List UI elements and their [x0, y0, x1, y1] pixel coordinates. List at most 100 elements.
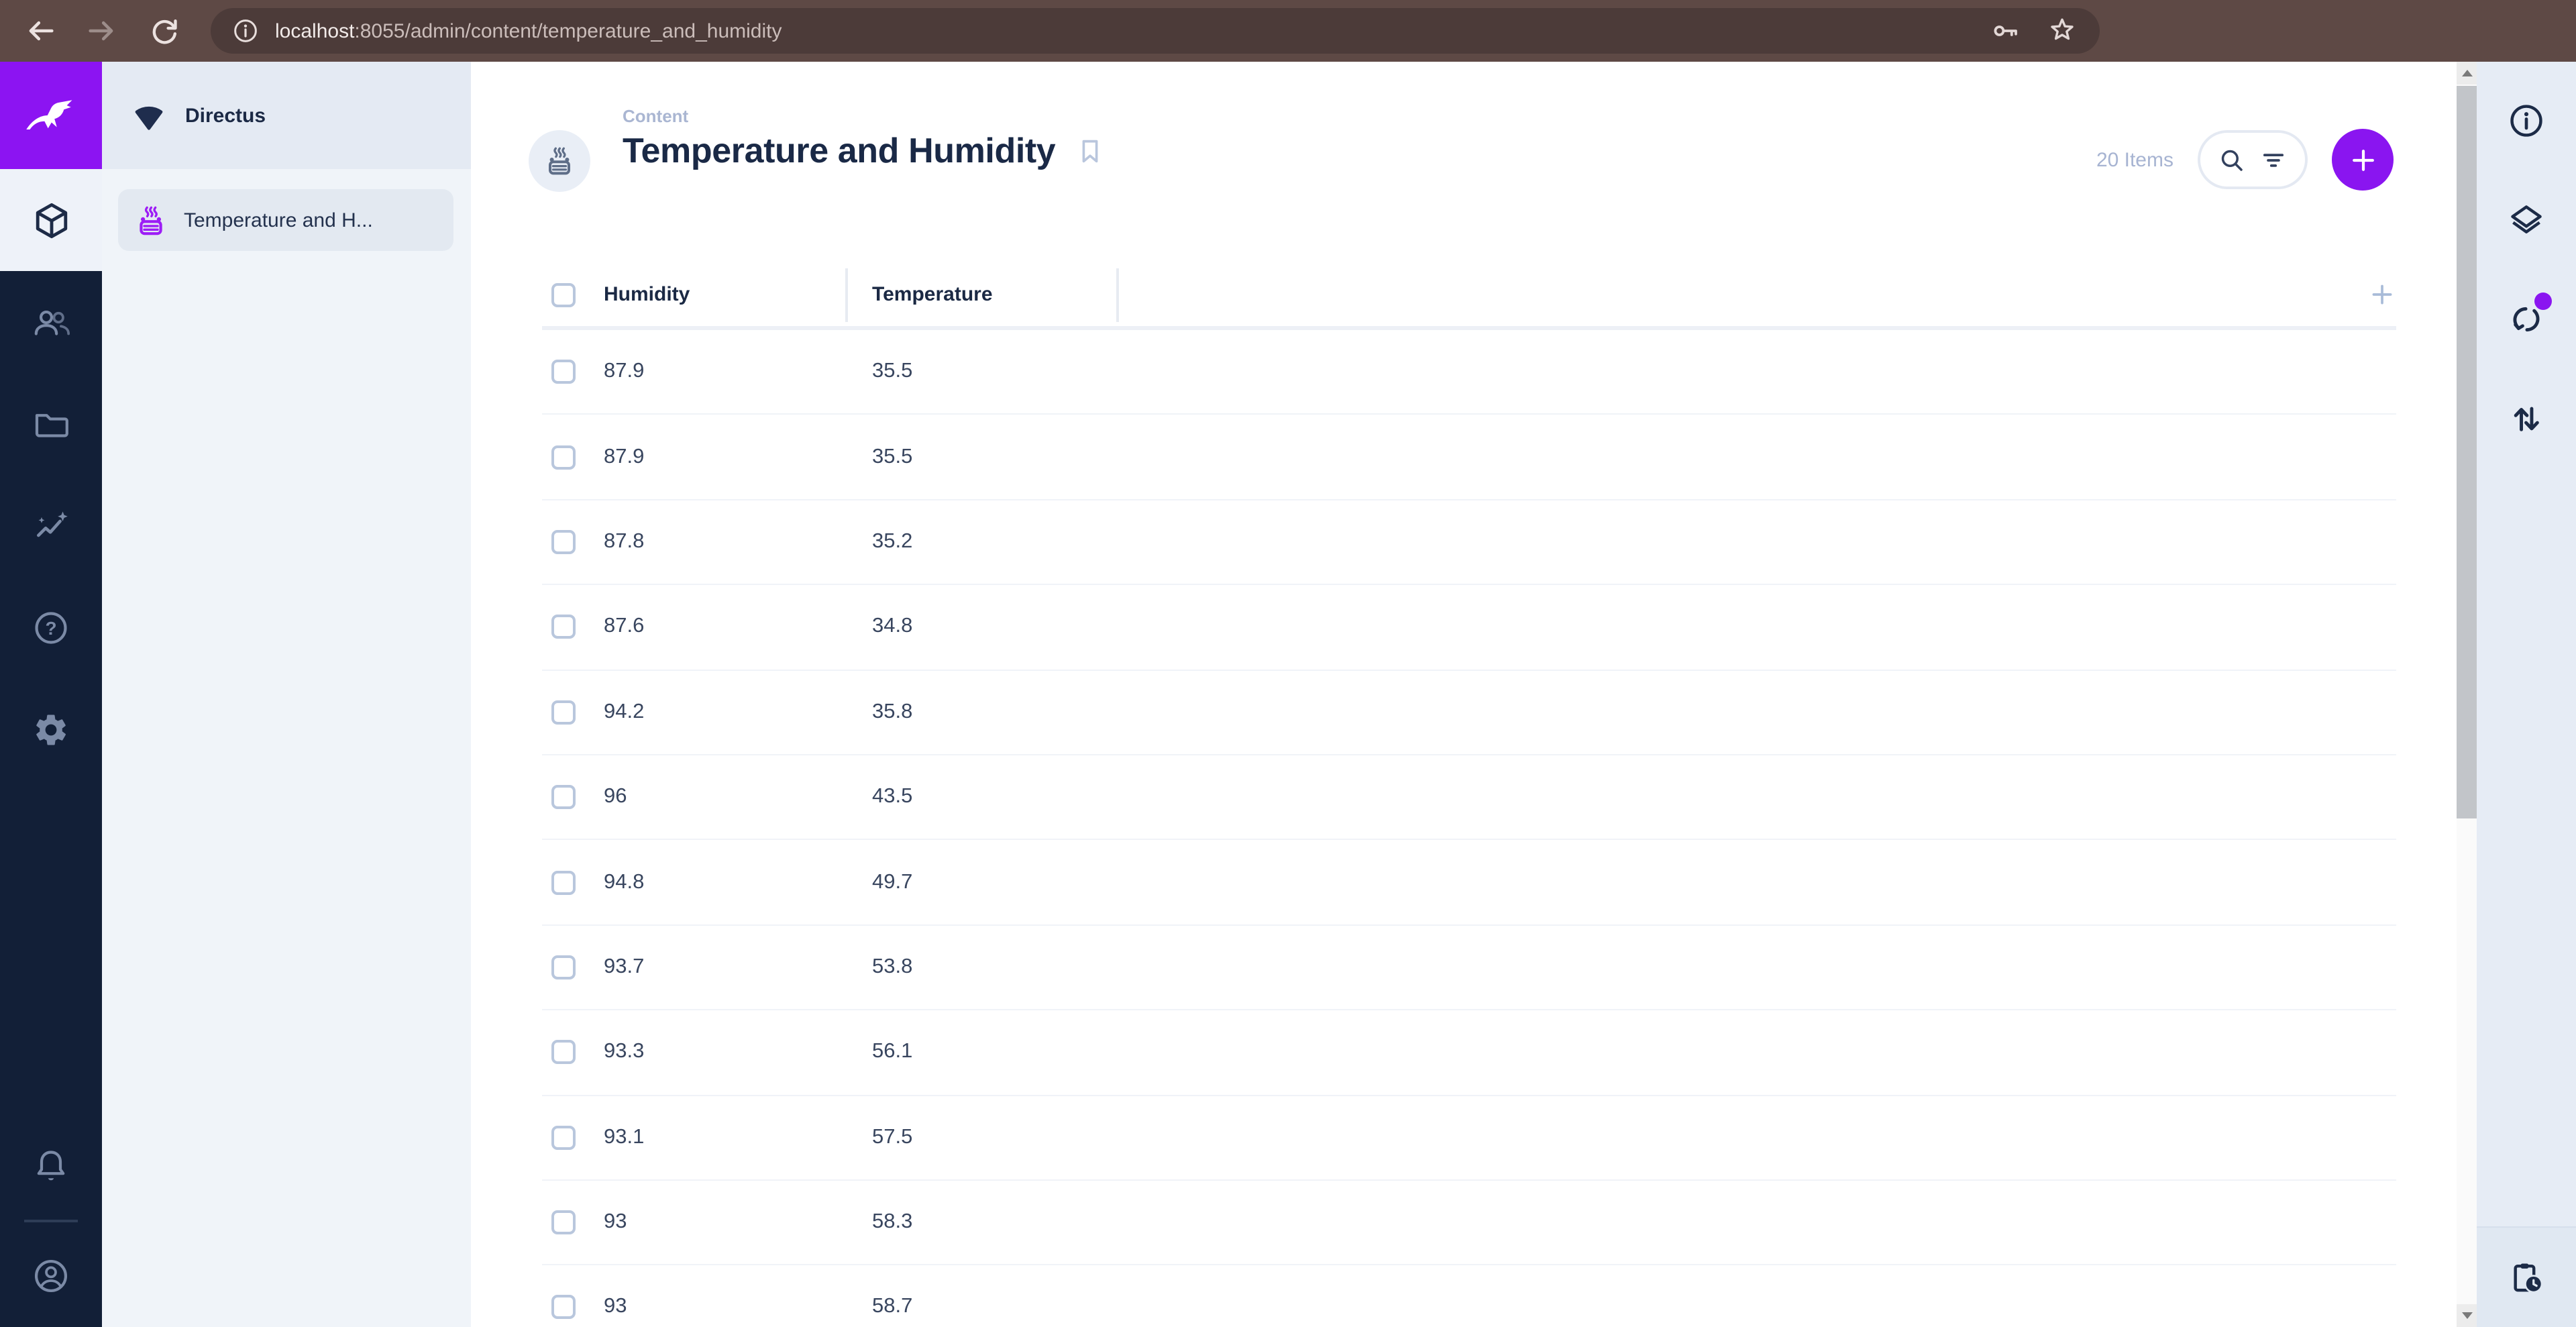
temperature-cell: 57.5	[872, 1125, 913, 1149]
table-row[interactable]: 93.7 53.8	[542, 925, 2396, 1011]
row-checkbox[interactable]	[551, 955, 576, 979]
row-checkbox[interactable]	[551, 700, 576, 725]
items-count: 20 Items	[2096, 148, 2174, 171]
scrollbar-thumb[interactable]	[2457, 86, 2477, 818]
table-row[interactable]: 93 58.7	[542, 1266, 2396, 1327]
humidity-cell: 93.7	[604, 955, 645, 978]
create-item-button[interactable]	[2332, 129, 2394, 191]
table-body: 87.9 35.5 87.9 35.5 87.8 35.2 87.6 34.8 …	[542, 330, 2396, 1327]
browser-back-button[interactable]	[17, 8, 63, 54]
table-row[interactable]: 93 58.3	[542, 1181, 2396, 1266]
module-settings[interactable]	[0, 679, 102, 781]
table-row[interactable]: 93.3 56.1	[542, 1010, 2396, 1096]
row-checkbox[interactable]	[551, 785, 576, 810]
column-header-humidity[interactable]: Humidity	[604, 268, 848, 321]
temperature-cell: 49.7	[872, 870, 913, 894]
table-row[interactable]: 87.8 35.2	[542, 500, 2396, 586]
row-checkbox[interactable]	[551, 1295, 576, 1320]
temperature-cell: 53.8	[872, 955, 913, 978]
reload-icon	[152, 18, 176, 44]
add-column-button[interactable]	[2343, 280, 2396, 309]
module-content[interactable]	[0, 169, 102, 271]
table-row[interactable]: 93.1 57.5	[542, 1096, 2396, 1181]
humidity-cell: 94.8	[604, 870, 645, 894]
sort-sidebar-button[interactable]	[2477, 369, 2576, 468]
live-updates-sidebar-button[interactable]	[2477, 270, 2576, 369]
address-bar[interactable]: localhost:8055/admin/content/temperature…	[211, 8, 2100, 54]
row-checkbox[interactable]	[551, 445, 576, 470]
activity-clipboard-icon	[2514, 1263, 2543, 1293]
project-logo-fan-icon	[131, 98, 166, 133]
row-checkbox[interactable]	[551, 1040, 576, 1065]
svg-text:?: ?	[45, 618, 56, 639]
rabbit-icon	[26, 100, 72, 129]
temperature-cell: 35.2	[872, 529, 913, 553]
table-row[interactable]: 94.2 35.8	[542, 670, 2396, 755]
project-header[interactable]: Directus	[102, 62, 471, 169]
navigation-sidebar: Directus Temperature and H...	[102, 62, 471, 1327]
column-header-temperature[interactable]: Temperature	[848, 268, 1119, 321]
temperature-cell: 35.5	[872, 360, 913, 383]
scroll-down-button[interactable]	[2457, 1304, 2477, 1327]
info-sidebar-button[interactable]	[2477, 71, 2576, 170]
collection-avatar	[529, 130, 590, 192]
humidity-cell: 93.1	[604, 1125, 645, 1149]
module-users[interactable]	[0, 271, 102, 373]
table-row[interactable]: 87.9 35.5	[542, 330, 2396, 415]
bookmark-star-icon[interactable]	[2046, 15, 2078, 47]
browser-reload-button[interactable]	[141, 8, 186, 54]
module-bar-divider	[24, 1220, 78, 1222]
bookmark-icon[interactable]	[1074, 136, 1105, 166]
row-checkbox[interactable]	[551, 360, 576, 384]
humidity-cell: 96	[604, 785, 627, 808]
account-button[interactable]	[0, 1225, 102, 1327]
page-title: Temperature and Humidity	[623, 130, 1056, 170]
filter-icon[interactable]	[2259, 146, 2288, 174]
module-insights[interactable]	[0, 475, 102, 577]
breadcrumb[interactable]: Content	[623, 106, 689, 126]
table-row[interactable]: 96 43.5	[542, 755, 2396, 841]
account-circle-icon	[34, 1259, 68, 1293]
module-files[interactable]	[0, 373, 102, 475]
notifications-button[interactable]	[0, 1115, 102, 1217]
sidebar-item-label: Temperature and H...	[184, 209, 373, 231]
sidebar-item-collection[interactable]: Temperature and H...	[118, 189, 453, 251]
module-help[interactable]: ?	[0, 577, 102, 679]
password-key-icon[interactable]	[1990, 15, 2022, 47]
table-row[interactable]: 87.9 35.5	[542, 415, 2396, 500]
activity-sidebar-button[interactable]	[2477, 1226, 2576, 1327]
humidity-cell: 87.9	[604, 360, 645, 383]
humidity-cell: 93	[604, 1295, 627, 1318]
search-icon[interactable]	[2218, 146, 2246, 174]
row-checkbox[interactable]	[551, 615, 576, 639]
humidity-cell: 93	[604, 1210, 627, 1234]
folder-icon	[35, 414, 68, 437]
grill-icon	[134, 203, 168, 237]
swap-vertical-icon	[2514, 407, 2539, 431]
row-checkbox[interactable]	[551, 1125, 576, 1150]
temperature-cell: 58.3	[872, 1210, 913, 1234]
temperature-cell: 43.5	[872, 785, 913, 808]
browser-forward-button[interactable]	[79, 8, 125, 54]
directus-logo[interactable]	[0, 62, 102, 169]
table-row[interactable]: 87.6 34.8	[542, 585, 2396, 671]
table-row[interactable]: 94.8 49.7	[542, 841, 2396, 926]
layers-sidebar-button[interactable]	[2477, 170, 2576, 270]
layers-icon	[2511, 205, 2542, 233]
vertical-scrollbar[interactable]	[2457, 62, 2477, 1327]
row-checkbox[interactable]	[551, 1210, 576, 1235]
scroll-up-button[interactable]	[2457, 62, 2477, 85]
plus-icon	[2372, 284, 2392, 305]
temperature-cell: 34.8	[872, 615, 913, 638]
module-bar: ?	[0, 62, 102, 1327]
site-info-icon[interactable]	[232, 17, 259, 44]
row-checkbox[interactable]	[551, 870, 576, 895]
search-filter-pill	[2198, 130, 2308, 189]
arrow-right-icon	[89, 21, 113, 41]
arrow-left-icon	[29, 21, 54, 41]
url-text[interactable]: localhost:8055/admin/content/temperature…	[275, 19, 782, 42]
cube-icon	[35, 202, 67, 238]
row-checkbox[interactable]	[551, 529, 576, 554]
select-all-checkbox[interactable]	[551, 282, 576, 307]
sync-icon	[2513, 307, 2540, 332]
